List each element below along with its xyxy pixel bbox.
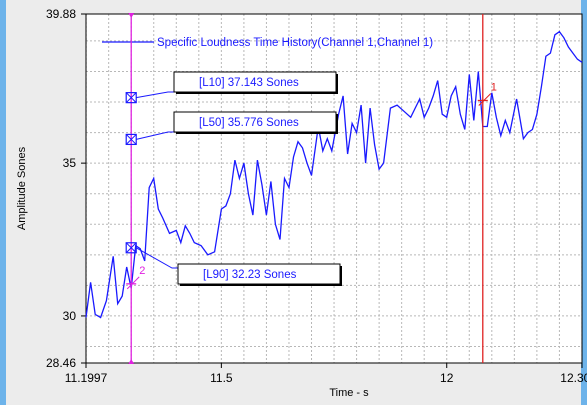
grid [85,14,583,363]
annotation-label-L10: [L10] 37.143 Sones [199,77,299,89]
cursor-2-handle[interactable] [128,13,135,18]
cursor-2-pointer [126,276,140,290]
cursor-2-handle[interactable] [128,359,135,364]
legend-label: Specific Loudness Time History(Channel 1… [157,37,433,49]
plot-area [85,13,583,364]
y-tick-label: 35 [63,156,77,170]
series-group [85,30,583,319]
annotation-marker [125,242,137,254]
annotation-leader [135,247,178,269]
annotation-label-L90: [L90] 32.23 Sones [203,269,297,281]
y-tick-label: 30 [63,309,77,323]
annotation-leader [136,91,174,99]
cursor-2-label: 2 [139,265,145,277]
annotation-marker-cross [125,242,137,254]
annotation-box-L10 [173,71,337,93]
annotation-box-L50 [173,111,337,133]
series-line [85,30,583,319]
annotation-leader [136,131,174,140]
annotation-box-L90 [177,263,341,285]
x-tick-label: 11.5 [210,371,233,385]
annotation-label-L50: [L50] 35.776 Sones [199,117,299,129]
y-axis-label: Amplitude Sones [16,146,28,230]
legend: Specific Loudness Time History(Channel 1… [102,37,433,49]
cursor-group[interactable]: 21 [126,13,497,364]
x-tick-label: 12.3001 [560,371,587,385]
annotation-marker-cross [125,134,137,145]
annotation-marker [125,92,137,104]
y-axis: 28.46 30 35 39.88 [46,7,86,370]
annotation-group: [L10] 37.143 Sones [L50] 35.776 Sones [L90… [125,71,342,286]
x-axis: 11.1997 11.5 12 12.3001 [65,363,587,385]
x-tick-label: 11.1997 [65,371,108,385]
y-tick-label: 39.88 [46,7,76,21]
cursor-1-label: 1 [491,81,497,93]
x-tick-label: 12 [440,371,454,385]
annotation-marker-cross [125,92,137,103]
cursor-1-pointer [478,93,492,106]
y-tick-label: 28.46 [46,356,76,370]
x-axis-label: Time - s [329,387,369,399]
annotation-marker [125,133,137,146]
